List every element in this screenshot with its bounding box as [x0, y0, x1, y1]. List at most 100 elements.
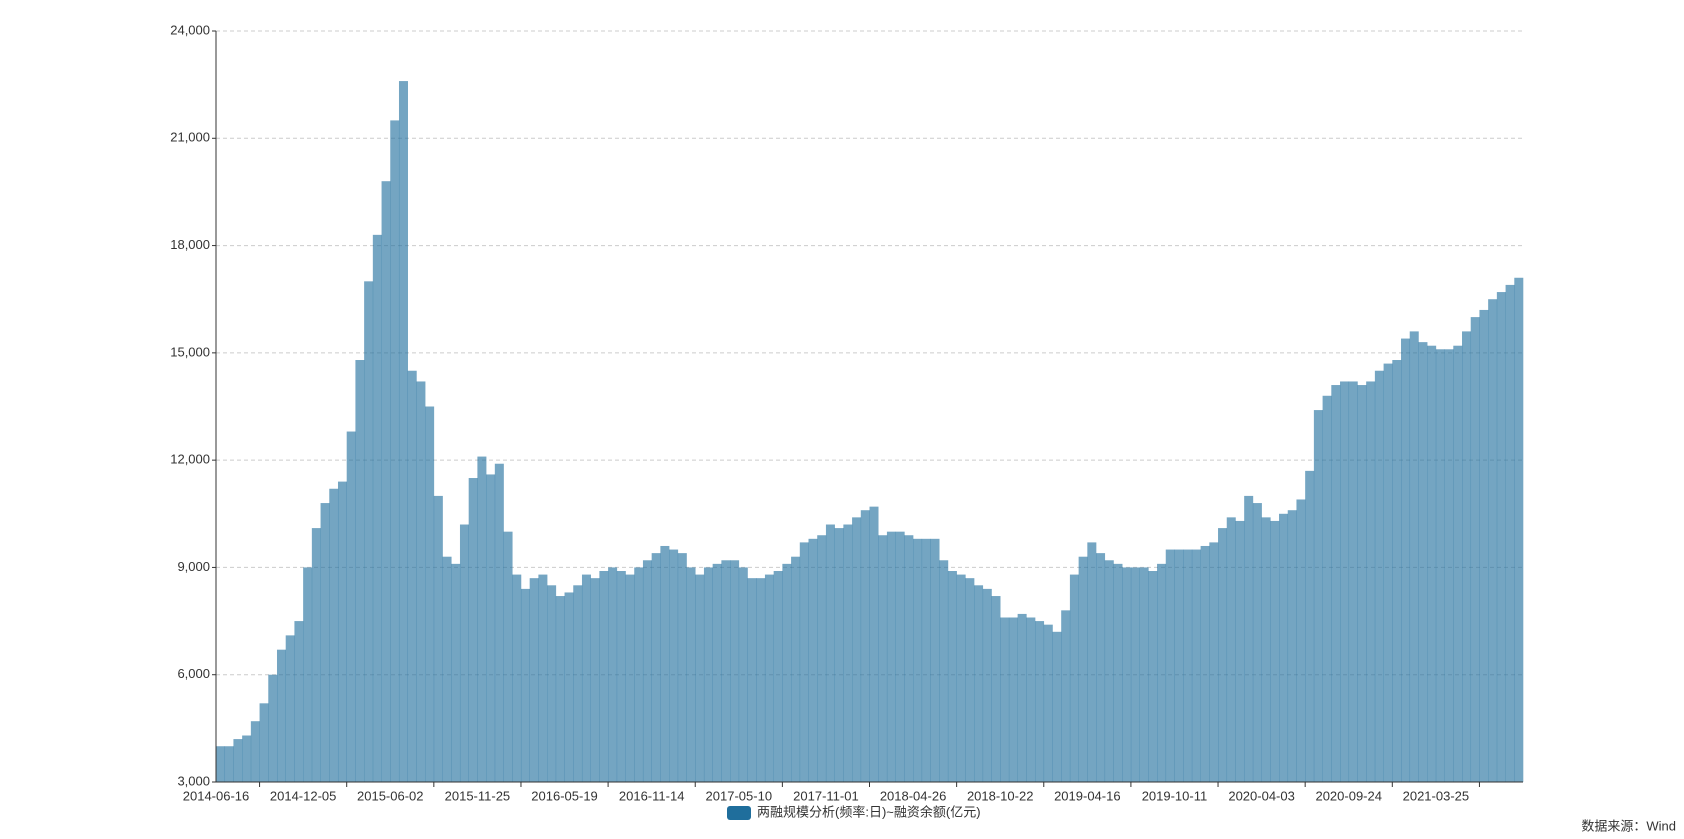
x-tick-label: 2015-11-25 [445, 788, 511, 803]
bar [529, 578, 539, 782]
bar [1026, 617, 1036, 782]
bar [451, 563, 461, 782]
x-tick-label: 2018-10-22 [967, 788, 1034, 803]
y-tick-label: 12,000 [170, 452, 210, 467]
bar [1270, 520, 1280, 782]
bar [738, 567, 748, 782]
bar [1409, 331, 1419, 782]
bar [1043, 624, 1053, 782]
bar [1322, 395, 1332, 782]
bar [1444, 349, 1454, 782]
bar [895, 531, 905, 782]
bar [224, 746, 234, 782]
bar [608, 567, 618, 782]
bar [1113, 563, 1123, 782]
bar [311, 528, 321, 782]
bar [590, 578, 600, 782]
bar [1305, 470, 1315, 782]
bar [599, 571, 609, 782]
bar [581, 574, 591, 782]
bar [1218, 528, 1228, 782]
bar [1139, 567, 1149, 782]
bar [886, 531, 896, 782]
bar [1035, 621, 1045, 782]
bar [1279, 513, 1289, 782]
x-tick-label: 2019-04-16 [1054, 788, 1121, 803]
bar [573, 585, 583, 782]
y-tick-label: 3,000 [177, 773, 210, 788]
bar [1357, 385, 1367, 782]
bar [547, 585, 557, 782]
bar [852, 517, 862, 782]
bar [1174, 549, 1184, 782]
bar [1000, 617, 1010, 782]
bar [1052, 631, 1062, 782]
bar [808, 538, 818, 782]
bar [1191, 549, 1201, 782]
x-tick-label: 2016-11-14 [619, 788, 685, 803]
bar [642, 560, 652, 782]
bar [320, 503, 330, 782]
bar [1514, 277, 1524, 782]
bar [1427, 345, 1437, 782]
bar [947, 571, 957, 782]
x-tick-label: 2017-05-10 [706, 788, 773, 803]
bar [233, 739, 243, 782]
bar [564, 592, 574, 782]
bar [1383, 363, 1393, 782]
bar [1287, 510, 1297, 782]
bar [303, 567, 313, 782]
bar [878, 535, 888, 782]
bar [1453, 345, 1463, 782]
bar [1392, 360, 1402, 782]
x-tick-label: 2019-10-11 [1142, 788, 1208, 803]
bar [372, 234, 382, 783]
bar [459, 524, 469, 782]
y-tick-label: 15,000 [170, 344, 210, 359]
bar [982, 588, 992, 782]
bar [407, 370, 417, 782]
x-tick-label: 2020-09-24 [1315, 788, 1382, 803]
legend-label: 两融规模分析(频率:日)~融资余额(亿元) [757, 804, 981, 819]
bar [1087, 542, 1097, 782]
bar [1017, 613, 1027, 782]
bar [634, 567, 644, 782]
y-tick-label: 24,000 [170, 22, 210, 37]
y-tick-label: 18,000 [170, 237, 210, 252]
bar [782, 563, 792, 782]
bar [1235, 520, 1245, 782]
bar [1122, 567, 1132, 782]
bar [1331, 385, 1341, 782]
bar [346, 431, 356, 782]
bar [1505, 284, 1515, 782]
bar [216, 746, 226, 782]
bar [468, 478, 478, 782]
bar [965, 578, 975, 782]
bar [721, 560, 731, 782]
bar [1348, 381, 1358, 782]
bar [747, 578, 757, 782]
bar [974, 585, 984, 782]
bar [250, 721, 260, 782]
bar [660, 545, 670, 782]
legend-swatch [727, 806, 751, 820]
y-tick-label: 21,000 [170, 130, 210, 145]
bar [1313, 410, 1323, 782]
bar [268, 674, 278, 782]
bar [1296, 499, 1306, 782]
bar [651, 553, 661, 782]
bar [616, 571, 626, 782]
x-tick-label: 2017-11-01 [793, 788, 859, 803]
y-tick-label: 6,000 [177, 666, 210, 681]
bar [1418, 342, 1428, 782]
bar [1008, 617, 1018, 782]
bar [512, 574, 522, 782]
source-note: 数据来源：Wind [1581, 818, 1676, 833]
bar [1252, 503, 1262, 782]
bar [538, 574, 548, 782]
bar [764, 574, 774, 782]
bar [1462, 331, 1472, 782]
bar [939, 560, 949, 782]
